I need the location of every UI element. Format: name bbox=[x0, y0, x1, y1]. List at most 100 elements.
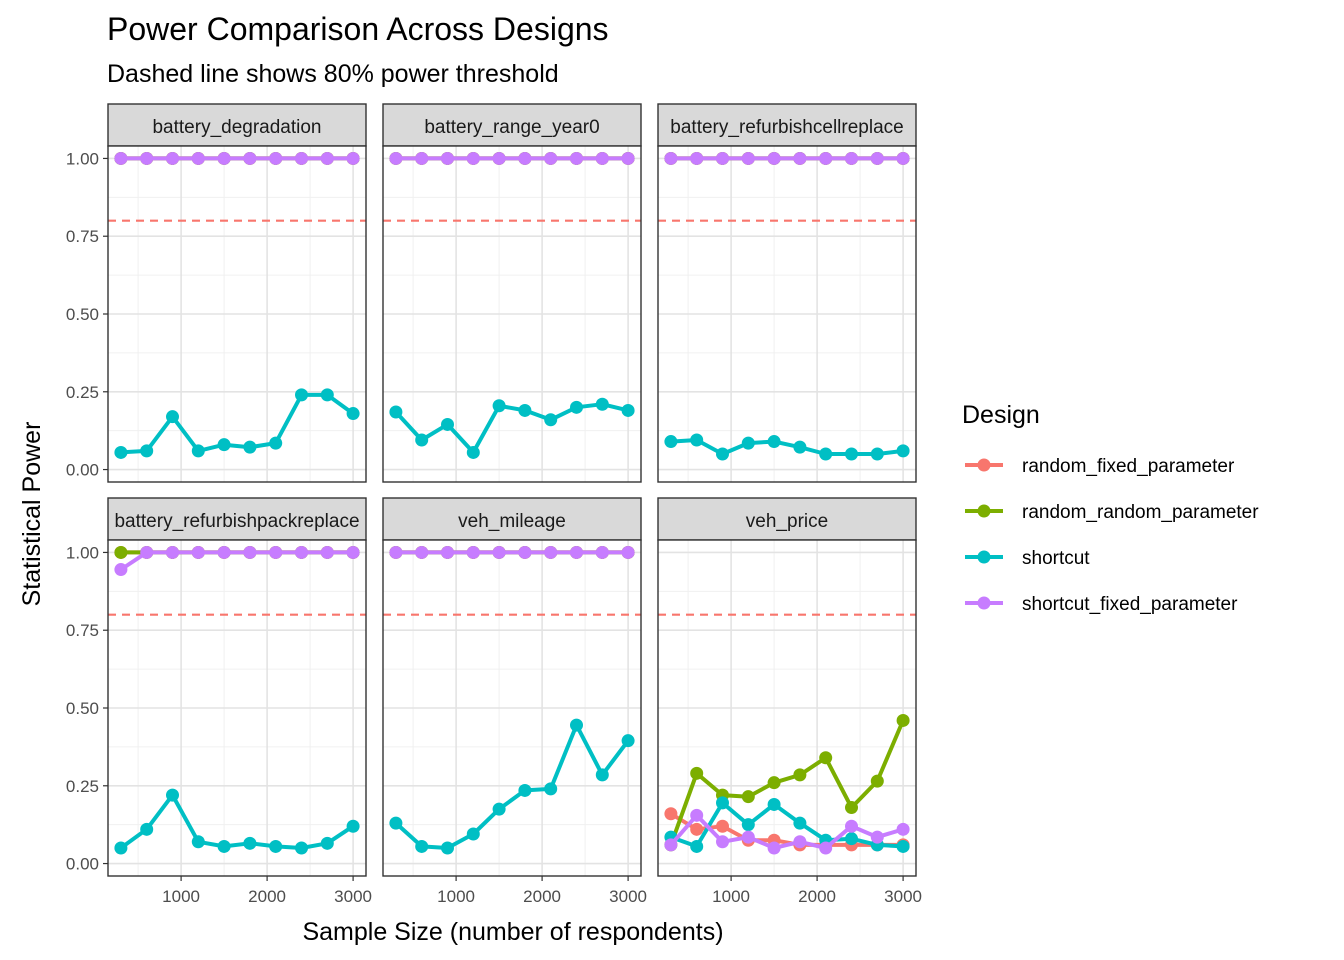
data-point bbox=[870, 447, 884, 461]
data-point bbox=[114, 445, 128, 459]
data-point bbox=[690, 151, 704, 165]
legend-label: shortcut_fixed_parameter bbox=[1022, 594, 1238, 615]
data-point bbox=[166, 545, 179, 559]
data-point bbox=[269, 151, 283, 165]
legend-title: Design bbox=[962, 401, 1040, 429]
data-point bbox=[346, 545, 360, 559]
data-point bbox=[664, 151, 678, 165]
facet-panel: veh_price 1000 2000 3000 bbox=[657, 497, 922, 906]
chart-subtitle: Dashed line shows 80% power threshold bbox=[107, 60, 559, 88]
data-point bbox=[896, 822, 910, 836]
data-point bbox=[664, 838, 678, 852]
legend-label: random_fixed_parameter bbox=[1022, 456, 1235, 477]
data-point bbox=[114, 151, 128, 165]
series-line bbox=[119, 550, 354, 572]
data-point bbox=[716, 819, 729, 833]
legend-key-point bbox=[977, 596, 991, 610]
data-point bbox=[518, 545, 532, 559]
data-point bbox=[595, 151, 609, 165]
facet-strip-label: battery_refurbishpackreplace bbox=[114, 511, 359, 532]
facet-panel: veh_mileage 1000 2000 3000 bbox=[382, 497, 647, 906]
data-point bbox=[741, 151, 755, 165]
data-point bbox=[741, 830, 755, 844]
data-point bbox=[621, 734, 635, 748]
data-point bbox=[896, 713, 910, 727]
data-point bbox=[518, 403, 532, 417]
facet-panel: battery_range_year0 bbox=[382, 103, 642, 483]
data-point bbox=[896, 839, 910, 853]
series-line bbox=[119, 793, 355, 850]
data-point bbox=[690, 808, 704, 822]
data-point bbox=[492, 802, 506, 816]
data-point bbox=[767, 776, 781, 790]
data-point bbox=[845, 819, 858, 833]
data-point bbox=[389, 816, 403, 830]
data-point bbox=[819, 751, 833, 765]
y-tick-label: 0.25 bbox=[66, 777, 99, 796]
data-point bbox=[518, 783, 532, 797]
facet-strip bbox=[107, 103, 367, 147]
data-point bbox=[320, 388, 334, 402]
data-point bbox=[767, 841, 781, 855]
data-point bbox=[664, 435, 678, 449]
y-tick-label: 0.75 bbox=[66, 227, 99, 246]
data-point bbox=[191, 545, 205, 559]
data-point bbox=[793, 440, 807, 454]
data-point bbox=[269, 839, 283, 853]
data-point bbox=[191, 835, 205, 849]
x-tick-label: 2000 bbox=[523, 887, 561, 906]
data-point bbox=[870, 830, 884, 844]
data-point bbox=[845, 151, 858, 165]
data-point bbox=[114, 545, 128, 559]
x-tick-label: 3000 bbox=[609, 887, 647, 906]
data-point bbox=[269, 436, 283, 450]
x-tick-label: 3000 bbox=[334, 887, 372, 906]
data-point bbox=[664, 807, 678, 821]
data-point bbox=[114, 563, 128, 577]
data-point bbox=[544, 413, 558, 427]
data-point bbox=[217, 438, 231, 452]
series-line bbox=[669, 813, 904, 850]
data-point bbox=[441, 417, 454, 431]
data-point bbox=[269, 545, 283, 559]
data-point bbox=[544, 545, 558, 559]
data-point bbox=[595, 397, 609, 411]
legend-label: shortcut bbox=[1022, 548, 1090, 569]
data-point bbox=[690, 822, 704, 836]
legend-key-point bbox=[977, 550, 991, 564]
facet-strip-label: battery_refurbishcellreplace bbox=[670, 117, 903, 138]
x-tick-label: 1000 bbox=[162, 887, 200, 906]
data-point bbox=[320, 836, 334, 850]
data-point bbox=[295, 151, 308, 165]
facet-panels: battery_degradation0.000.250.500.751.00b… bbox=[66, 103, 922, 906]
data-point bbox=[114, 841, 128, 855]
data-point bbox=[570, 400, 583, 414]
data-point bbox=[346, 151, 360, 165]
data-point bbox=[793, 816, 807, 830]
data-point bbox=[466, 827, 480, 841]
data-point bbox=[415, 433, 429, 447]
data-point bbox=[595, 768, 609, 782]
data-point bbox=[793, 835, 807, 849]
data-point bbox=[295, 841, 308, 855]
series-line bbox=[669, 719, 905, 846]
data-point bbox=[492, 545, 506, 559]
data-point bbox=[716, 835, 729, 849]
facet-panel: battery_refurbishcellreplace bbox=[657, 103, 917, 483]
data-point bbox=[690, 433, 704, 447]
series-line bbox=[670, 800, 904, 849]
x-tick-label: 2000 bbox=[798, 887, 836, 906]
data-point bbox=[441, 151, 454, 165]
y-tick-label: 0.25 bbox=[66, 383, 99, 402]
data-point bbox=[389, 405, 403, 419]
y-tick-label: 1.00 bbox=[66, 543, 99, 562]
data-point bbox=[191, 444, 205, 458]
data-point bbox=[716, 796, 729, 810]
data-point bbox=[741, 790, 755, 804]
series-line bbox=[394, 402, 629, 455]
y-tick-label: 0.75 bbox=[66, 621, 99, 640]
data-point bbox=[295, 545, 308, 559]
data-point bbox=[415, 839, 429, 853]
data-point bbox=[166, 410, 179, 424]
